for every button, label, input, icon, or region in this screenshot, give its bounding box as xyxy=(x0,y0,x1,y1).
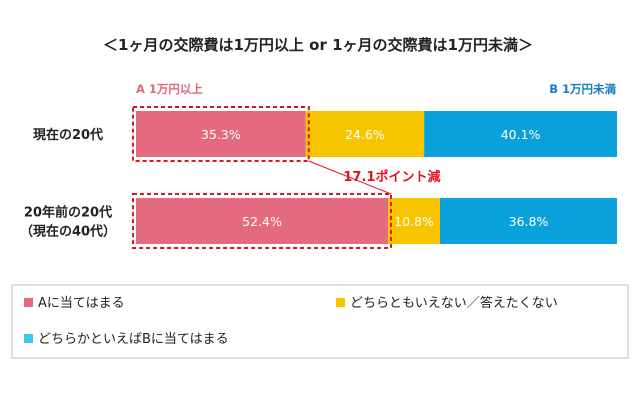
legend-swatch xyxy=(336,298,345,307)
chart-title: ＜1ヶ月の交際費は1万円以上 or 1ヶ月の交際費は1万円未満＞ xyxy=(103,36,533,54)
side-label-b: B 1万円未満 xyxy=(549,82,616,96)
category-label: （現在の40代） xyxy=(20,224,116,240)
bar-segment xyxy=(439,198,617,244)
data-label: 40.1% xyxy=(501,127,541,142)
side-label-a: A 1万円以上 xyxy=(136,82,203,96)
bar-segment xyxy=(424,111,617,157)
category-label: 20年前の20代 xyxy=(24,205,112,221)
bars: 35.3% 24.6% 40.1% 52.4% 10.8% 36.8% xyxy=(136,111,617,244)
data-label: 52.4% xyxy=(242,214,282,229)
legend-label: どちらかといえばBに当てはまる xyxy=(38,332,229,347)
bar-segment xyxy=(305,111,425,157)
data-label: 10.8% xyxy=(394,214,434,229)
change-connector-line xyxy=(308,160,392,195)
bar-segment xyxy=(136,198,389,244)
legend-frame xyxy=(11,284,629,359)
legend-label: どちらともいえない／答えたくない xyxy=(350,295,558,311)
highlight-box xyxy=(132,106,310,162)
data-label: 35.3% xyxy=(201,127,241,142)
change-annotation: 17.1ポイント減 xyxy=(343,169,440,185)
legend-label: Aに当てはまる xyxy=(38,296,125,311)
highlight-boxes xyxy=(132,106,393,249)
bar-segment xyxy=(136,111,306,157)
bar-segment xyxy=(388,198,440,244)
data-label: 36.8% xyxy=(509,214,549,229)
data-label: 24.6% xyxy=(345,127,385,142)
category-label: 現在の20代 xyxy=(33,127,103,143)
category-labels: 現在の20代 20年前の20代 （現在の40代） xyxy=(20,127,116,240)
legend-swatch xyxy=(24,334,33,343)
highlight-box xyxy=(132,193,393,249)
legend-swatch xyxy=(24,298,33,307)
